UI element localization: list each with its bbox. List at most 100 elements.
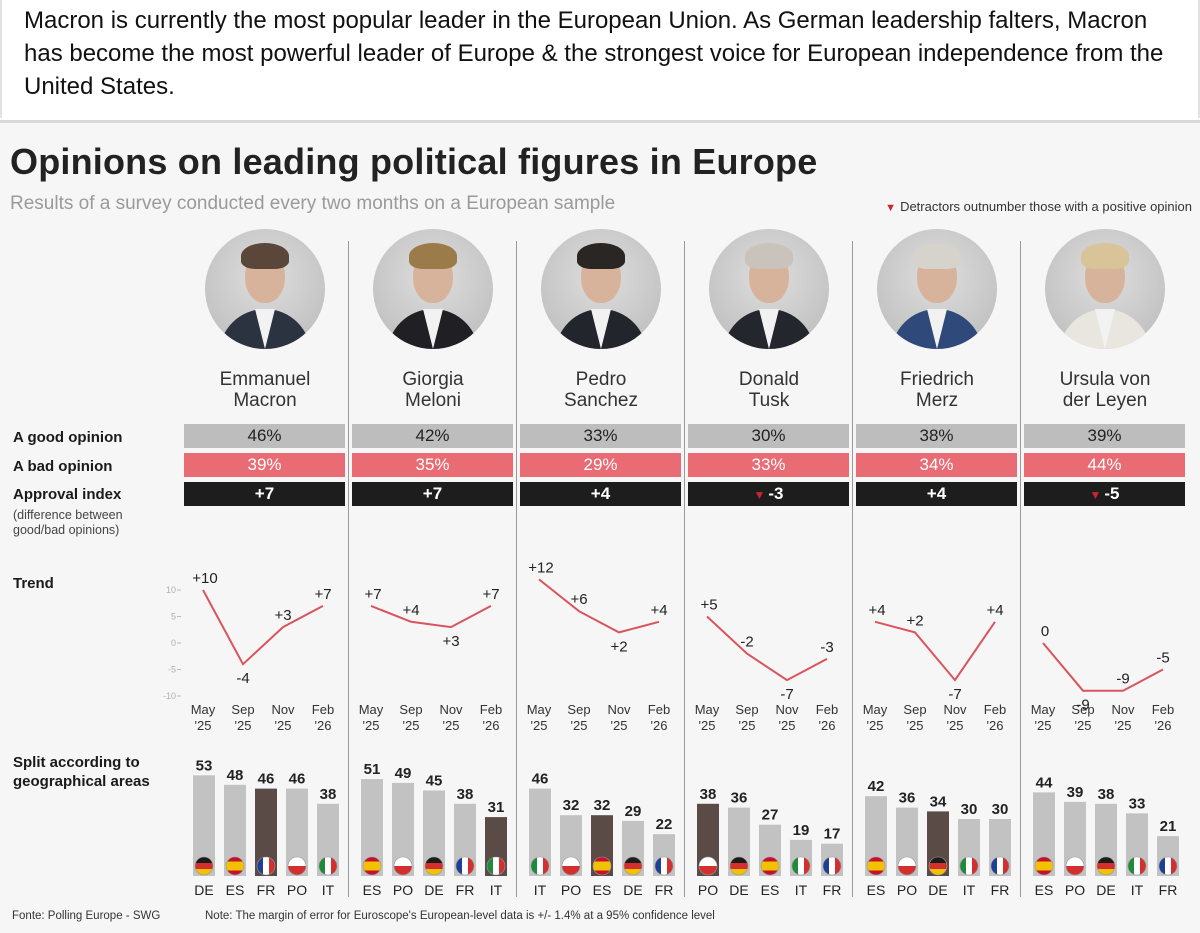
- trend-value-label: +4: [402, 602, 419, 619]
- flag-stripe: [1165, 857, 1172, 875]
- flag-stripe: [898, 857, 916, 867]
- flag-stripe: [804, 857, 810, 875]
- region-value-label: 27: [762, 807, 779, 824]
- flag-stripe: [226, 857, 244, 862]
- region-value-label: 32: [594, 797, 611, 814]
- approval-index-cell: +4: [520, 482, 681, 506]
- flag-de-icon: [424, 856, 444, 876]
- flag-outline: [318, 856, 338, 876]
- flag-stripe: [562, 866, 580, 875]
- month-label: Feb: [480, 702, 502, 717]
- flag-stripe: [363, 861, 381, 871]
- month-label: Feb: [816, 702, 838, 717]
- year-label: '26: [1155, 718, 1172, 733]
- trend-value-label: +5: [700, 597, 717, 614]
- flag-stripe: [363, 857, 381, 862]
- flag-stripe: [829, 857, 836, 875]
- portrait-hair: [1081, 243, 1129, 269]
- flag-stripe: [823, 857, 830, 875]
- row-label-index: Approval index: [13, 486, 122, 503]
- flag-stripe: [319, 857, 326, 875]
- trend-line-0: [202, 589, 324, 666]
- region-code-label: DE: [424, 882, 443, 898]
- legend-note: ▼ Detractors outnumber those with a posit…: [885, 199, 1192, 214]
- flag-stripe: [593, 857, 611, 862]
- flag-de-icon: [623, 856, 643, 876]
- flag-it-icon: [1127, 856, 1147, 876]
- flag-stripe: [593, 861, 611, 871]
- month-label: Nov: [271, 702, 295, 717]
- region-code-label: DE: [928, 882, 947, 898]
- year-label: '25: [867, 718, 884, 733]
- flag-stripe: [624, 869, 642, 875]
- bad-opinion-cell: 35%: [352, 453, 513, 477]
- month-label: Feb: [984, 702, 1006, 717]
- leader-first-name: Friedrich: [900, 369, 974, 390]
- flag-stripe: [1097, 857, 1115, 864]
- region-bar: [1095, 803, 1117, 876]
- year-label: '25: [363, 718, 380, 733]
- approval-index-value: +4: [926, 484, 947, 503]
- region-code-label: FR: [655, 882, 674, 898]
- flag-stripe: [960, 857, 967, 875]
- approval-index-cell: +4: [856, 482, 1017, 506]
- column-divider: [516, 241, 517, 897]
- flag-outline: [455, 856, 475, 876]
- region-value-label: 46: [289, 771, 306, 788]
- region-value-label: 33: [1129, 795, 1146, 812]
- flag-stripe: [667, 857, 673, 875]
- region-value-label: 21: [1160, 818, 1177, 835]
- flag-stripe: [195, 869, 213, 875]
- flag-outline: [623, 856, 643, 876]
- row-label-split: Split according to geographical areas: [13, 754, 150, 790]
- bad-opinion-cell: 29%: [520, 453, 681, 477]
- leader-last-name: Sanchez: [564, 390, 638, 411]
- flag-po-icon: [561, 856, 581, 876]
- flag-es-icon: [362, 856, 382, 876]
- month-label: Nov: [607, 702, 631, 717]
- region-bar: [286, 788, 308, 876]
- region-value-label: 42: [868, 778, 885, 795]
- flag-fr-icon: [1158, 856, 1178, 876]
- bad-opinion-cell: 34%: [856, 453, 1017, 477]
- region-bar: [454, 803, 476, 876]
- row-label-bad: A bad opinion: [13, 458, 113, 475]
- trend-value-label: -7: [780, 686, 793, 703]
- leader-name-1: Giorgia Meloni: [350, 369, 516, 411]
- good-opinion-cell: 42%: [352, 424, 513, 448]
- trend-value-label: -5: [1156, 650, 1169, 667]
- flag-outline: [530, 856, 550, 876]
- flag-stripe: [493, 857, 500, 875]
- region-code-label: ES: [593, 882, 612, 898]
- approval-index-value: -5: [1104, 484, 1120, 503]
- portrait-1: [373, 229, 493, 349]
- portrait-hair: [577, 243, 625, 269]
- flag-stripe: [562, 857, 580, 867]
- year-label: '25: [611, 718, 628, 733]
- flag-outline: [990, 856, 1010, 876]
- flag-outline: [1096, 856, 1116, 876]
- trend-value-label: +2: [610, 638, 627, 655]
- region-value-label: 49: [395, 765, 412, 782]
- year-label: '25: [947, 718, 964, 733]
- year-label: '25: [531, 718, 548, 733]
- flag-stripe: [835, 857, 841, 875]
- flag-stripe: [226, 861, 244, 871]
- region-value-label: 46: [258, 771, 275, 788]
- region-value-label: 45: [426, 773, 443, 790]
- flag-stripe: [1159, 857, 1166, 875]
- region-value-label: 38: [320, 786, 337, 803]
- region-code-label: ES: [226, 882, 245, 898]
- flag-outline: [791, 856, 811, 876]
- region-bar: [529, 788, 551, 876]
- flag-fr-icon: [990, 856, 1010, 876]
- year-label: '26: [819, 718, 836, 733]
- approval-index-value: -3: [768, 484, 784, 503]
- flag-stripe: [1097, 869, 1115, 875]
- region-value-label: 36: [899, 790, 916, 807]
- region-code-label: ES: [363, 882, 382, 898]
- month-label: May: [359, 702, 384, 717]
- region-value-label: 38: [700, 786, 717, 803]
- region-value-label: 38: [457, 786, 474, 803]
- year-label: '26: [483, 718, 500, 733]
